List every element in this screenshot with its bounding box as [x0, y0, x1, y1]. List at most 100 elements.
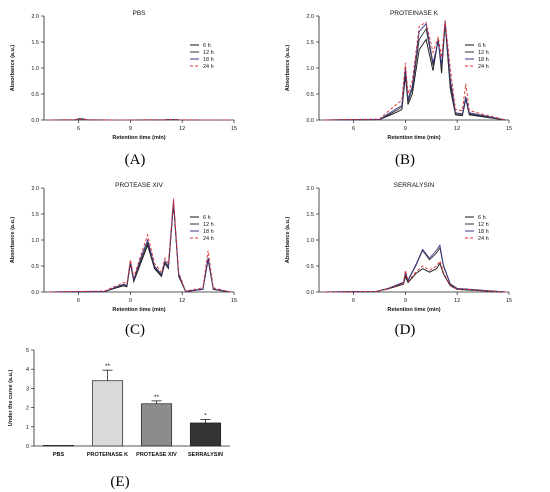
chromatogram-pbs: PBS 0.0 0.5 1.0 1.5 2.0 6 9 12 15 Retention time (…: [10, 10, 237, 141]
series-line-12h: [324, 22, 506, 121]
x-tick-label: 9: [129, 126, 132, 132]
panel-a: PBS 0.0 0.5 1.0 1.5 2.0 6 9 12 15 Retention time (…: [0, 0, 275, 168]
y-tick-label: 5: [26, 348, 29, 354]
series-line-6h: [324, 23, 506, 121]
y-tick-label: 1: [26, 425, 29, 431]
significance-marker: **: [154, 394, 160, 401]
x-tick-label: 6: [352, 298, 355, 304]
y-tick-label: 2.0: [31, 186, 39, 192]
y-axis-label: Under the curve (a.u.): [8, 370, 14, 427]
y-axis-label: Absorbance (a.u.): [10, 217, 16, 264]
legend-label: 12 h: [203, 50, 214, 56]
y-tick-label: 2: [26, 406, 29, 412]
series-line-18h: [324, 21, 506, 121]
bar: [91, 380, 124, 447]
legend-label: 12 h: [478, 50, 489, 56]
panel-c: PROTEASE XIV 0.0 0.5 1.0 1.5 2.0 6 9 12 15 Retenti…: [0, 172, 275, 338]
chart-title: SERRALYSIN: [394, 182, 435, 189]
x-tick-label: 15: [231, 126, 237, 132]
panel-e: 0 1 2 3 4 5 Under the curve (a.u.) PBS ** PROTEIN…: [0, 338, 275, 492]
legend-label: 18 h: [203, 229, 214, 235]
y-axis-label: Absorbance (a.u.): [10, 45, 16, 92]
series-line-24h: [49, 118, 231, 121]
y-tick-label: 0.0: [306, 290, 314, 296]
y-tick-label: 1.5: [306, 212, 314, 218]
legend-label: 24 h: [478, 64, 489, 70]
series-line-24h: [49, 198, 231, 293]
x-tick-label: 15: [506, 126, 512, 132]
y-tick-label: 1.0: [31, 66, 39, 72]
panel-label-c: (C): [125, 322, 145, 338]
x-tick-label: 12: [454, 126, 460, 132]
chart-title: PBS: [132, 10, 146, 17]
y-tick-label: 1.0: [306, 66, 314, 72]
legend-label: 6 h: [203, 43, 211, 49]
y-tick-label: 4: [26, 367, 29, 373]
chromatogram-protease-xiv: PROTEASE XIV 0.0 0.5 1.0 1.5 2.0 6 9 12 15 Retenti…: [10, 182, 237, 313]
series-line-24h: [324, 259, 506, 293]
chart-title: PROTEASE XIV: [115, 182, 163, 189]
y-tick-label: 0.0: [306, 118, 314, 124]
y-tick-label: 3: [26, 386, 29, 392]
y-tick-label: 2.0: [31, 14, 39, 20]
legend-label: 24 h: [203, 64, 214, 70]
series-line-18h: [324, 244, 506, 293]
x-tick-label: 6: [77, 298, 80, 304]
legend-label: 18 h: [478, 229, 489, 235]
x-tick-label: 12: [179, 126, 185, 132]
x-tick-label: 15: [231, 298, 237, 304]
panel-label-a: (A): [124, 152, 146, 168]
x-tick-label: PROTEASE XIV: [136, 452, 177, 458]
panel-d: SERRALYSIN 0.0 0.5 1.0 1.5 2.0 6 9 12 15 Retention…: [275, 172, 550, 338]
y-tick-label: 0.5: [306, 92, 314, 98]
y-axis-label: Absorbance (a.u.): [285, 45, 291, 92]
x-tick-label: 9: [129, 298, 132, 304]
x-tick-label: 6: [77, 126, 80, 132]
legend-label: 6 h: [478, 43, 486, 49]
y-tick-label: 1.5: [31, 40, 39, 46]
y-tick-label: 0.5: [306, 264, 314, 270]
series-line-24h: [324, 20, 506, 121]
y-tick-label: 0.0: [31, 290, 39, 296]
significance-marker: **: [105, 363, 111, 370]
legend-label: 6 h: [203, 215, 211, 221]
y-tick-label: 1.5: [306, 40, 314, 46]
series-line-18h: [49, 200, 231, 293]
chromatogram-serralysin: SERRALYSIN 0.0 0.5 1.0 1.5 2.0 6 9 12 15 Retention…: [285, 182, 512, 313]
x-tick-label: 6: [352, 126, 355, 132]
legend-label: 12 h: [203, 222, 214, 228]
x-tick-label: SERRALYSIN: [188, 452, 223, 458]
bar: [189, 422, 222, 447]
legend-label: 6 h: [478, 215, 486, 221]
panel-label-b: (B): [395, 152, 415, 168]
y-tick-label: 1.0: [306, 238, 314, 244]
x-tick-label: 12: [179, 298, 185, 304]
x-tick-label: 9: [404, 126, 407, 132]
legend-label: 24 h: [203, 236, 214, 242]
chromatogram-proteinase-k: PROTEINASE K 0.0 0.5 1.0 1.5 2.0 6 9 12 15 Retenti…: [285, 10, 512, 141]
bar: [140, 403, 173, 447]
y-tick-label: 0.5: [31, 264, 39, 270]
x-axis-label: Retention time (min): [387, 307, 440, 313]
y-tick-label: 0.5: [31, 92, 39, 98]
x-axis-label: Retention time (min): [112, 307, 165, 313]
y-tick-label: 1.0: [31, 238, 39, 244]
series-line-12h: [324, 246, 506, 293]
x-tick-label: 15: [506, 298, 512, 304]
area-under-curve-bar-chart: 0 1 2 3 4 5 Under the curve (a.u.) PBS ** PROTEIN…: [8, 348, 230, 458]
bar: [42, 445, 75, 447]
y-tick-label: 2.0: [306, 14, 314, 20]
panel-label-e: (E): [110, 474, 130, 490]
y-tick-label: 1.5: [31, 212, 39, 218]
legend-label: 12 h: [478, 222, 489, 228]
y-axis-label: Absorbance (a.u.): [285, 217, 291, 264]
y-tick-label: 0: [26, 444, 29, 450]
significance-marker: *: [204, 413, 207, 420]
x-tick-label: PBS: [53, 452, 65, 458]
y-tick-label: 0.0: [31, 118, 39, 124]
x-tick-label: 12: [454, 298, 460, 304]
x-axis-label: Retention time (min): [112, 135, 165, 141]
legend-label: 18 h: [203, 57, 214, 63]
x-tick-label: PROTEINASE K: [87, 452, 128, 458]
legend-label: 24 h: [478, 236, 489, 242]
